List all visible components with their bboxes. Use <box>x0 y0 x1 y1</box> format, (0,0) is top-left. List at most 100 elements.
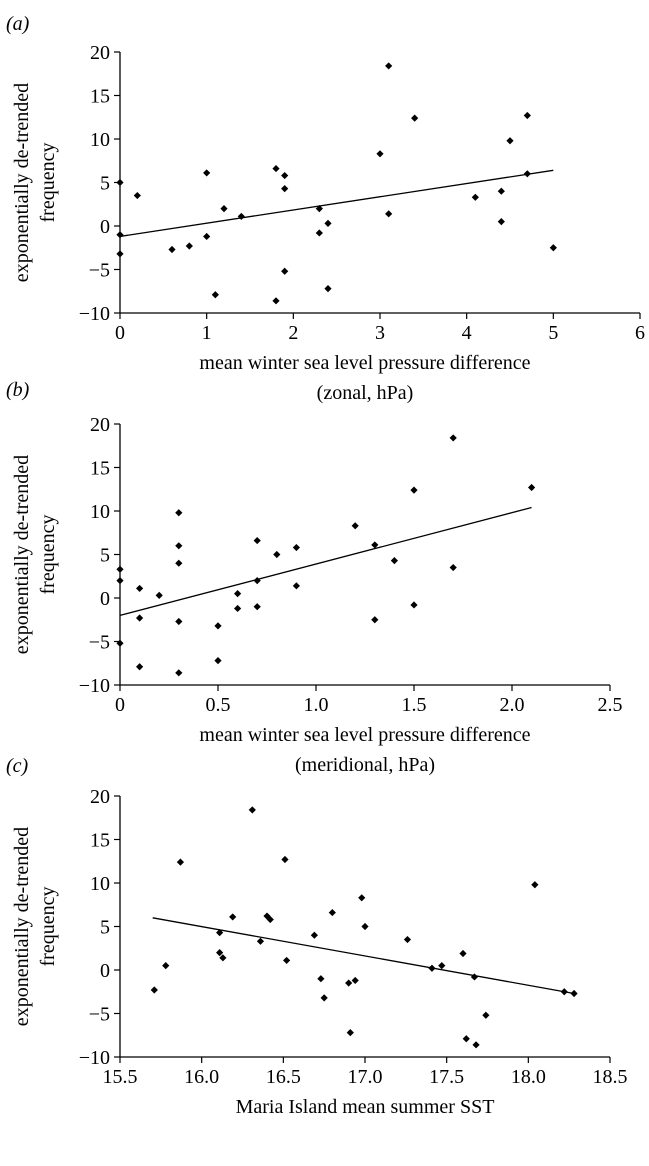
data-point <box>214 622 222 630</box>
y-axis-label: exponentially de-trended <box>11 455 33 654</box>
data-point <box>497 187 505 195</box>
data-point <box>214 657 222 665</box>
data-point <box>506 137 514 145</box>
data-point <box>273 550 281 559</box>
chart-panel-0: (a) −10 −5 0 5 10 15 20 0 1 2 3 4 5 6 mean winter sea l… <box>6 13 645 404</box>
data-point <box>361 922 369 931</box>
y-tick-label: −5 <box>89 632 110 654</box>
data-point <box>203 169 211 177</box>
data-point <box>175 669 183 677</box>
data-point <box>390 556 398 565</box>
x-axis-label: mean winter sea level pressure differenc… <box>199 724 530 746</box>
data-point <box>411 114 419 122</box>
data-point <box>185 242 193 250</box>
x-tick-label: 18.5 <box>593 1066 628 1088</box>
data-point <box>351 976 359 985</box>
data-point <box>253 577 261 585</box>
data-point <box>281 267 289 275</box>
data-point <box>219 954 227 962</box>
data-point <box>351 522 359 530</box>
data-point <box>292 582 300 590</box>
data-point <box>345 979 353 987</box>
y-tick-label: 10 <box>90 501 110 523</box>
x-axis-label: Maria Island mean summer SST <box>236 1096 495 1118</box>
data-point <box>116 639 124 647</box>
data-point <box>320 994 328 1002</box>
y-axis-label: exponentially de-trended <box>11 83 33 282</box>
data-point <box>328 908 336 917</box>
y-tick-label: 10 <box>90 129 110 151</box>
data-point <box>472 1041 480 1049</box>
data-point <box>438 962 446 970</box>
data-point <box>281 171 289 180</box>
x-tick-label: 15.5 <box>103 1066 138 1088</box>
data-point <box>428 964 436 972</box>
data-point <box>234 590 242 598</box>
chart-panel-2: (c) −10 −5 0 5 10 15 20 15.5 16.0 16.5 17.0 17.5 18.0… <box>6 755 628 1118</box>
y-tick-label: −10 <box>79 303 110 325</box>
y-tick-label: 0 <box>100 588 110 610</box>
data-point <box>272 164 280 173</box>
x-tick-label: 16.5 <box>266 1066 301 1088</box>
data-point <box>292 543 300 552</box>
data-point <box>549 244 557 252</box>
data-point <box>216 928 224 937</box>
trend-line <box>152 917 575 995</box>
y-tick-label: −10 <box>79 1047 110 1069</box>
y-tick-label: −10 <box>79 675 110 697</box>
x-tick-label: 16.0 <box>184 1066 219 1088</box>
data-point <box>385 210 393 218</box>
data-point <box>459 949 467 958</box>
x-tick-label: 1 <box>202 322 212 344</box>
y-tick-label: 20 <box>90 42 110 64</box>
data-point <box>482 1011 490 1019</box>
data-point <box>136 614 144 622</box>
data-point <box>470 973 479 981</box>
data-point <box>371 616 379 624</box>
data-point <box>310 931 318 939</box>
data-point <box>150 986 158 994</box>
data-point <box>175 509 183 517</box>
data-point <box>211 291 219 299</box>
x-tick-label: 17.0 <box>348 1066 383 1088</box>
y-tick-label: 0 <box>100 960 110 982</box>
y-tick-label: 5 <box>100 917 110 939</box>
trend-line <box>119 506 532 617</box>
data-point <box>346 1029 354 1037</box>
data-point <box>410 486 418 494</box>
data-point <box>175 617 183 626</box>
data-point <box>168 245 176 254</box>
y-tick-label: 20 <box>90 786 110 808</box>
data-point <box>116 250 124 258</box>
y-axis-label: frequency <box>37 515 59 595</box>
data-point <box>371 541 379 549</box>
panel-label: (a) <box>6 13 30 35</box>
data-point <box>528 483 536 492</box>
data-point <box>449 434 457 442</box>
data-point <box>133 191 141 200</box>
y-axis-label: exponentially de-trended <box>11 827 33 1026</box>
data-point <box>116 565 124 573</box>
data-point <box>253 603 261 611</box>
data-point <box>523 170 531 178</box>
x-tick-label: 5 <box>548 322 558 344</box>
y-tick-label: 15 <box>90 458 110 480</box>
y-axis-label: frequency <box>37 143 59 223</box>
x-tick-label: 0 <box>115 694 125 716</box>
x-tick-label: 1.0 <box>304 694 329 716</box>
data-point <box>317 975 325 983</box>
data-point <box>471 193 479 201</box>
data-point <box>234 604 242 613</box>
data-point <box>253 536 261 545</box>
data-point <box>462 1035 470 1043</box>
data-point <box>449 563 457 572</box>
data-point <box>324 219 332 227</box>
data-point <box>315 205 323 213</box>
y-tick-label: 15 <box>90 86 110 108</box>
data-point <box>324 285 332 293</box>
x-tick-label: 18.0 <box>511 1066 546 1088</box>
data-point <box>248 806 256 814</box>
x-tick-label: 2.0 <box>500 694 525 716</box>
y-tick-label: 5 <box>100 545 110 567</box>
